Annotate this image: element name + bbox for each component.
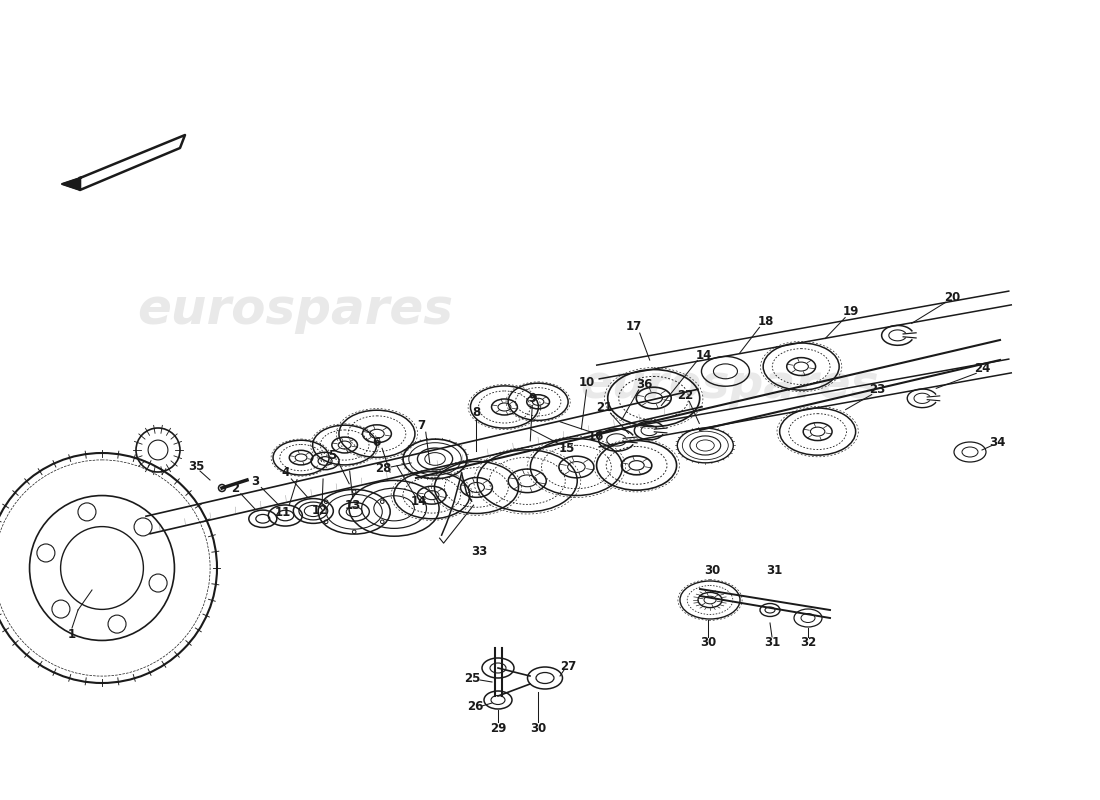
Text: 35: 35 xyxy=(188,459,205,473)
Text: 15: 15 xyxy=(559,442,574,455)
Text: 14: 14 xyxy=(410,495,427,508)
Text: 26: 26 xyxy=(466,699,483,713)
Text: 5: 5 xyxy=(328,450,337,462)
Text: 10: 10 xyxy=(579,377,594,390)
Text: 19: 19 xyxy=(843,305,859,318)
Text: 16: 16 xyxy=(587,430,604,443)
Text: 6: 6 xyxy=(372,436,381,449)
Text: 7: 7 xyxy=(418,418,426,432)
Polygon shape xyxy=(80,135,185,190)
Text: 20: 20 xyxy=(945,291,960,304)
Text: 30: 30 xyxy=(704,563,720,577)
Text: 31: 31 xyxy=(766,563,782,577)
Text: 32: 32 xyxy=(800,637,816,650)
Text: 2: 2 xyxy=(231,482,239,495)
Text: 12: 12 xyxy=(312,505,328,518)
Text: 23: 23 xyxy=(869,383,886,396)
Text: 27: 27 xyxy=(560,659,576,673)
Text: 14: 14 xyxy=(696,349,713,362)
Text: 28: 28 xyxy=(375,462,392,475)
Text: 1: 1 xyxy=(68,629,76,642)
Text: 33: 33 xyxy=(472,545,487,558)
Text: 3: 3 xyxy=(251,475,260,488)
Text: 9: 9 xyxy=(528,392,537,406)
Text: 30: 30 xyxy=(700,637,716,650)
Text: eurospares: eurospares xyxy=(138,286,453,334)
Text: 4: 4 xyxy=(282,466,289,479)
Text: 24: 24 xyxy=(975,362,990,375)
Text: 22: 22 xyxy=(678,389,693,402)
Text: 31: 31 xyxy=(763,637,780,650)
Text: 18: 18 xyxy=(757,315,773,328)
Text: 36: 36 xyxy=(637,378,652,391)
Text: eurospares: eurospares xyxy=(581,362,879,407)
Text: 21: 21 xyxy=(596,401,613,414)
Text: 30: 30 xyxy=(530,722,546,734)
Text: 29: 29 xyxy=(490,722,506,734)
Text: 34: 34 xyxy=(989,435,1005,449)
Polygon shape xyxy=(62,178,80,190)
Text: 11: 11 xyxy=(275,506,292,519)
Text: 8: 8 xyxy=(472,406,481,419)
Text: 13: 13 xyxy=(344,498,361,511)
Text: 17: 17 xyxy=(626,319,641,333)
Text: 25: 25 xyxy=(464,671,481,685)
